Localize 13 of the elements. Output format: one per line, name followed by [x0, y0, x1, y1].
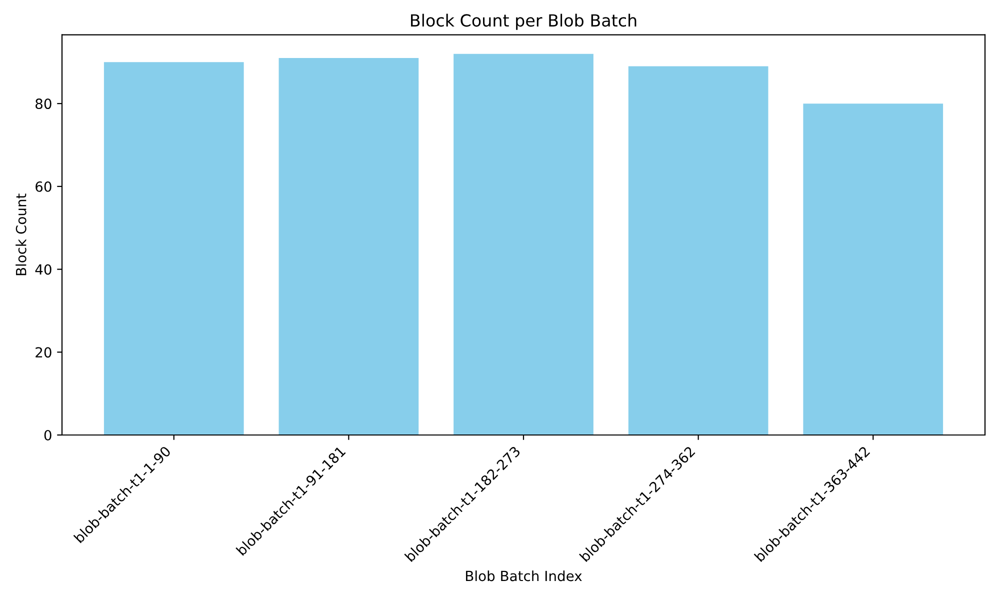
- bar: [628, 66, 768, 435]
- y-tick-label: 20: [36, 347, 52, 358]
- x-axis-title: Blob Batch Index: [466, 570, 582, 582]
- y-tick-label: 40: [35, 264, 52, 275]
- bar: [454, 54, 594, 435]
- bar: [803, 104, 944, 435]
- bar: [278, 58, 419, 435]
- chart-title: Block Count per Blob Batch: [411, 14, 636, 30]
- y-axis-title: Block Count: [16, 194, 26, 276]
- y-tick-label: 60: [36, 181, 52, 192]
- y-tick-label: 0: [44, 430, 52, 440]
- bar: [104, 62, 244, 435]
- y-tick-label: 80: [36, 98, 52, 110]
